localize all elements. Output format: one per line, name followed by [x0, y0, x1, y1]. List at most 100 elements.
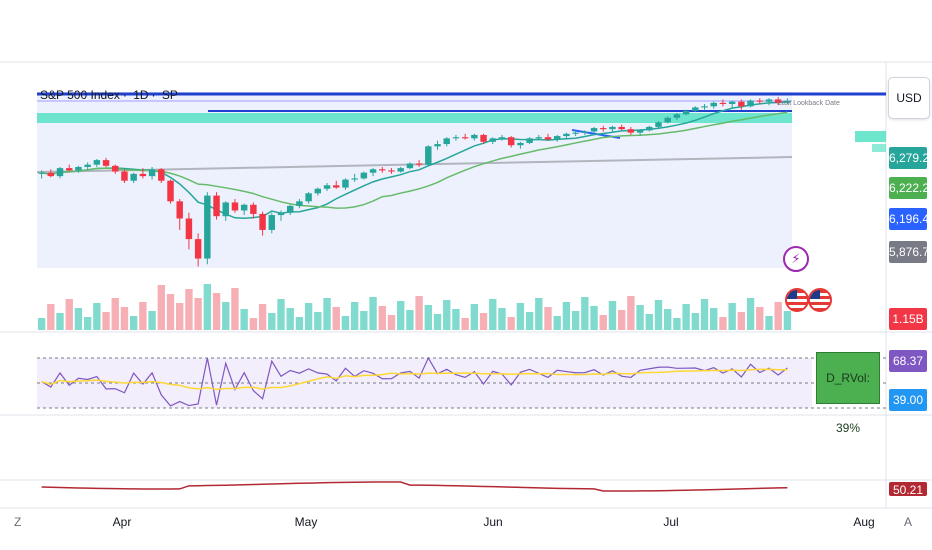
- volume-bar: [341, 316, 350, 330]
- volume-bar: [433, 314, 442, 330]
- volume-bar: [314, 312, 322, 330]
- volume-bar: [756, 307, 764, 330]
- rsi-pane: [37, 356, 886, 409]
- support-zone-axis-2: [872, 144, 886, 152]
- candle-body: [452, 137, 460, 139]
- candle-body: [314, 188, 322, 194]
- lightning-icon[interactable]: ⚡: [783, 246, 809, 272]
- candle-body: [443, 138, 450, 145]
- candle-body: [535, 137, 543, 139]
- candle-body: [240, 204, 248, 211]
- rsi-line: [41, 356, 788, 407]
- candle-body: [130, 173, 137, 181]
- candle-body: [461, 137, 469, 139]
- volume-bar: [185, 289, 193, 330]
- candle-body: [646, 126, 653, 131]
- volume-bar: [295, 317, 304, 330]
- candle-body: [47, 172, 55, 177]
- symbol-exchange: SP: [161, 88, 178, 102]
- volume-bar: [774, 302, 782, 330]
- candle-body: [38, 172, 45, 174]
- volume-bar: [65, 299, 73, 330]
- bottom-pane-tag: 50.21: [889, 482, 927, 496]
- volume-bar: [360, 311, 368, 330]
- volume-bar: [535, 298, 543, 330]
- volume-bar: [636, 305, 644, 330]
- candle-body: [388, 170, 395, 172]
- candle-body: [710, 102, 717, 107]
- x-tick-may: May: [294, 515, 318, 529]
- volume-bar: [571, 311, 580, 330]
- support-zone: [37, 113, 792, 123]
- rvol-box: D_RVol: 39%: [816, 352, 880, 435]
- volume-bar: [608, 301, 617, 330]
- candle-body: [351, 178, 358, 180]
- candle-body: [213, 195, 220, 217]
- candle-body: [507, 137, 515, 146]
- volume-bar: [231, 288, 239, 330]
- volume-bar: [507, 317, 515, 330]
- volume-bar: [627, 296, 635, 330]
- us-flag-icon-2[interactable]: [808, 288, 832, 312]
- axis-corner-right: A: [904, 515, 913, 529]
- candle-body: [480, 134, 487, 142]
- volume-bar: [470, 304, 479, 330]
- symbol-title: S&P 500 Index · 1D · SP: [40, 88, 178, 102]
- candle-body: [167, 180, 174, 202]
- candle-body: [231, 202, 239, 211]
- candle-body: [75, 166, 82, 171]
- candle-body: [553, 136, 561, 140]
- volume-bar: [249, 318, 258, 330]
- rsi-tag: 68.37: [889, 350, 927, 372]
- candle-body: [342, 179, 349, 188]
- volume-bar: [56, 313, 64, 330]
- price-tag-sma: 6,222.22: [889, 177, 932, 199]
- candle-body: [121, 171, 128, 181]
- candle-body: [268, 215, 276, 230]
- x-tick-jun: Jun: [483, 515, 503, 529]
- bottom-pane: [41, 481, 788, 492]
- volume-bar: [553, 316, 561, 330]
- symbol-name: S&P 500 Index: [40, 88, 120, 102]
- volume-bar: [765, 316, 773, 330]
- us-flag-icon[interactable]: [785, 288, 809, 312]
- volume-bar: [673, 318, 681, 330]
- volume-bar: [397, 301, 405, 330]
- volume-bar: [516, 303, 525, 330]
- x-tick-apr: Apr: [112, 515, 132, 529]
- candle-body: [590, 128, 598, 132]
- candle-body: [259, 213, 266, 230]
- volume-bar: [37, 318, 46, 330]
- volume-bar: [617, 310, 626, 330]
- candle-body: [563, 133, 570, 137]
- candle-body: [627, 129, 635, 133]
- candle-body: [360, 172, 368, 179]
- volume-bar: [240, 309, 248, 330]
- candle-body: [738, 101, 745, 107]
- volume-bar: [691, 313, 700, 330]
- candle-body: [406, 163, 414, 169]
- currency-button[interactable]: USD: [888, 77, 930, 119]
- volume-bar: [783, 311, 792, 330]
- volume-bar: [323, 298, 331, 330]
- candle-body: [517, 142, 524, 146]
- volume-bar: [194, 298, 202, 330]
- axis-corner-left: Z: [14, 515, 22, 529]
- candle-body: [572, 132, 579, 134]
- volume-bar: [304, 303, 313, 330]
- volume-bar: [599, 315, 607, 330]
- volume-bars: [37, 284, 792, 330]
- candlesticks: [38, 97, 791, 267]
- candle-body: [333, 185, 340, 188]
- volume-bar: [479, 313, 488, 330]
- volume-bar: [728, 303, 736, 330]
- candle-body: [112, 165, 119, 172]
- candle-body: [379, 169, 386, 171]
- candle-body: [56, 168, 64, 177]
- volume-bar: [489, 299, 497, 330]
- volume-bar: [452, 309, 460, 330]
- volume-bar: [369, 297, 377, 330]
- candle-body: [728, 101, 736, 105]
- volume-bar: [350, 302, 359, 330]
